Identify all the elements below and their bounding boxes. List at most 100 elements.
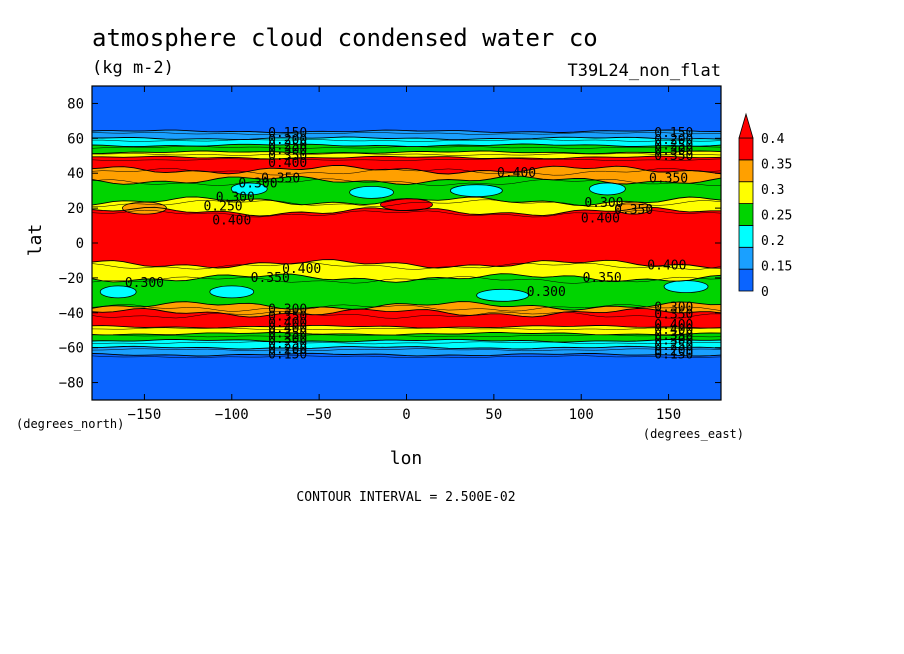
contour-line bbox=[92, 139, 721, 142]
contour-label: 0.250 bbox=[203, 199, 242, 214]
contour-lines bbox=[92, 129, 721, 359]
contour-band bbox=[92, 86, 721, 133]
contour-label: 0.300 bbox=[125, 276, 164, 291]
contour-line bbox=[92, 153, 721, 156]
contour-label: 0.300 bbox=[238, 177, 277, 192]
y-tick-label: 40 bbox=[67, 166, 84, 182]
y-tick-label: 80 bbox=[67, 96, 84, 112]
contour-cell bbox=[663, 280, 709, 294]
contour-label: 0.400 bbox=[282, 262, 321, 277]
colorbar-segment bbox=[738, 268, 754, 292]
contour-cell bbox=[230, 182, 268, 196]
contour-line bbox=[92, 311, 721, 319]
contour-label: 0.400 bbox=[268, 316, 307, 331]
contour-label: 0.250 bbox=[654, 339, 693, 354]
contour-label: 0.300 bbox=[268, 302, 307, 317]
y-tick-label: 0 bbox=[76, 236, 84, 252]
contour-label: 0.300 bbox=[584, 196, 623, 211]
colorbar-segment bbox=[738, 203, 754, 226]
contour-label: 0.400 bbox=[212, 213, 251, 228]
contour-label: 0.350 bbox=[268, 149, 307, 164]
x-units-label: (degrees_east) bbox=[643, 427, 744, 441]
x-axis: −150 −100 −50 0 50 100 150 bbox=[128, 86, 681, 423]
contour-line bbox=[92, 136, 721, 141]
contour-band bbox=[92, 130, 721, 140]
contour-label: 0.350 bbox=[654, 308, 693, 323]
contour-band bbox=[92, 346, 721, 356]
contour-line bbox=[92, 338, 721, 343]
contour-line bbox=[92, 199, 721, 207]
colorbar-tick-label: 0.35 bbox=[761, 158, 792, 173]
colorbar: 0 0.15 0.2 0.25 0.3 0.35 0.4 bbox=[738, 112, 792, 300]
contour-label: 0.350 bbox=[614, 203, 653, 218]
contour-interval-note: CONTOUR INTERVAL = 2.500E-02 bbox=[296, 490, 515, 505]
contour-line bbox=[92, 341, 721, 345]
x-tick-label: −100 bbox=[215, 407, 249, 423]
contour-cell bbox=[99, 285, 137, 299]
y-tick-label: −60 bbox=[59, 341, 84, 357]
contour-label: 0.150 bbox=[268, 126, 307, 141]
contour-line bbox=[92, 175, 721, 186]
contour-line bbox=[92, 273, 721, 283]
contour-line bbox=[92, 327, 721, 331]
colorbar-segment bbox=[738, 159, 754, 183]
y-axis: 80 60 40 20 0 −20 −40 −60 −80 bbox=[59, 96, 721, 392]
contour-label: 0.250 bbox=[268, 138, 307, 153]
contour-label: 0.350 bbox=[649, 171, 688, 186]
contour-label: 0.350 bbox=[261, 171, 300, 186]
x-tick-label: −150 bbox=[128, 407, 162, 423]
contour-line bbox=[92, 129, 721, 134]
contour-label: 0.250 bbox=[268, 337, 307, 352]
contour-label: 0.200 bbox=[268, 342, 307, 357]
contour-line bbox=[92, 331, 721, 336]
colorbar-segment bbox=[738, 246, 754, 270]
contour-cell bbox=[349, 186, 394, 199]
colorbar-segment bbox=[738, 225, 754, 248]
contour-line bbox=[92, 209, 721, 218]
contour-label: 0.250 bbox=[654, 138, 693, 153]
contour-label: 0.300 bbox=[654, 144, 693, 159]
contour-line bbox=[92, 150, 721, 155]
colorbar-tick-label: 0.4 bbox=[761, 132, 785, 147]
contour-label: 0.300 bbox=[268, 332, 307, 347]
dataset-label: T39L24_non_flat bbox=[567, 61, 721, 81]
x-axis-label: lon bbox=[390, 448, 423, 469]
contour-line bbox=[92, 276, 721, 284]
colorbar-tick-label: 0.2 bbox=[761, 234, 784, 249]
contour-label: 0.350 bbox=[268, 309, 307, 324]
colorbar-segment bbox=[738, 181, 754, 204]
contour-cell bbox=[449, 184, 503, 198]
contour-label: 0.300 bbox=[216, 191, 255, 206]
y-tick-label: 60 bbox=[67, 131, 84, 147]
contour-label: 0.400 bbox=[497, 166, 536, 181]
contour-fill bbox=[92, 86, 721, 400]
contour-band bbox=[92, 301, 721, 318]
x-tick-label: 50 bbox=[485, 407, 502, 423]
contour-label: 0.350 bbox=[654, 328, 693, 343]
colorbar-tick-label: 0.15 bbox=[761, 260, 792, 275]
contour-labels: 0.1500.2000.2500.3000.3500.4000.1500.200… bbox=[125, 126, 694, 363]
contour-line bbox=[92, 307, 721, 318]
chart-units: (kg m-2) bbox=[92, 58, 174, 78]
y-units-label: (degrees_north) bbox=[16, 417, 124, 431]
contour-label: 0.150 bbox=[654, 348, 693, 363]
contour-line bbox=[92, 146, 721, 149]
x-tick-label: −50 bbox=[306, 407, 331, 423]
contour-line bbox=[92, 352, 721, 357]
colorbar-extend-arrow bbox=[738, 112, 754, 139]
colorbar-tick-label: 0.3 bbox=[761, 183, 784, 198]
y-tick-label: −40 bbox=[59, 306, 84, 322]
colorbar-tick-label: 0.25 bbox=[761, 209, 792, 224]
contour-line bbox=[92, 164, 721, 175]
contour-line bbox=[92, 196, 721, 206]
contour-label: 0.400 bbox=[654, 323, 693, 338]
contour-cell bbox=[476, 288, 529, 302]
contour-label: 0.300 bbox=[654, 301, 693, 316]
contour-cell bbox=[589, 182, 626, 196]
y-tick-label: 20 bbox=[67, 201, 84, 217]
contour-line bbox=[92, 178, 721, 186]
contour-line bbox=[92, 206, 721, 217]
contour-band bbox=[92, 156, 721, 174]
contour-label: 0.200 bbox=[268, 133, 307, 148]
